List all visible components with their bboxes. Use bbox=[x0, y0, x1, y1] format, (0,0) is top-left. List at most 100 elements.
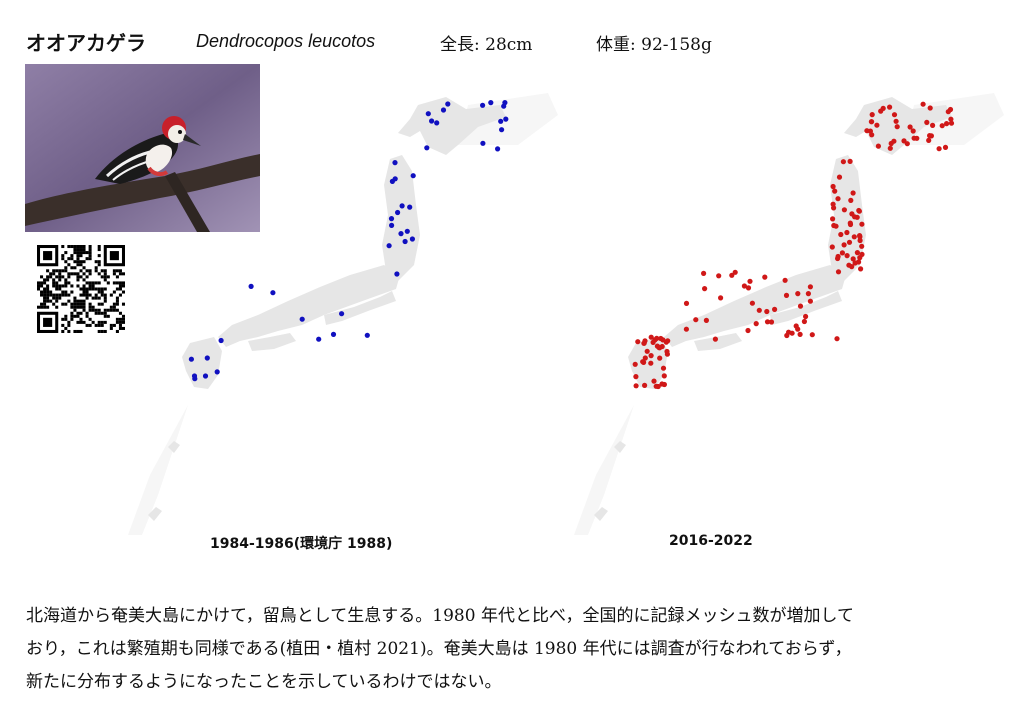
record-dot bbox=[426, 111, 431, 116]
record-dot bbox=[403, 239, 408, 244]
record-dot bbox=[847, 240, 852, 245]
record-dot bbox=[754, 321, 759, 326]
record-dot bbox=[495, 146, 500, 151]
record-dot bbox=[806, 291, 811, 296]
map-caption-1984: 1984-1986(環境庁 1988) bbox=[210, 533, 392, 553]
record-dot bbox=[645, 349, 650, 354]
record-dot bbox=[835, 256, 840, 261]
record-dot bbox=[859, 252, 864, 257]
record-dot bbox=[331, 332, 336, 337]
record-dot bbox=[849, 211, 854, 216]
record-dot bbox=[395, 210, 400, 215]
record-dot bbox=[878, 109, 883, 114]
record-dot bbox=[835, 196, 840, 201]
description-line: 新たに分布するようになったことを示しているわけではない。 bbox=[26, 666, 1006, 699]
record-dot bbox=[874, 123, 879, 128]
record-dot bbox=[651, 379, 656, 384]
record-dot bbox=[856, 259, 861, 264]
record-dot bbox=[852, 234, 857, 239]
record-dot bbox=[398, 231, 403, 236]
record-dot bbox=[405, 229, 410, 234]
record-dot bbox=[838, 232, 843, 237]
record-dot bbox=[930, 123, 935, 128]
record-dot bbox=[665, 338, 670, 343]
record-dot bbox=[701, 271, 706, 276]
record-dot bbox=[830, 244, 835, 249]
record-dot bbox=[836, 269, 841, 274]
record-dot bbox=[851, 256, 856, 261]
record-dot bbox=[832, 189, 837, 194]
record-dot bbox=[857, 234, 862, 239]
record-dot bbox=[641, 341, 646, 346]
record-dot bbox=[808, 284, 813, 289]
record-dot bbox=[746, 285, 751, 290]
record-dot bbox=[940, 123, 945, 128]
qr-code[interactable] bbox=[37, 245, 125, 333]
record-dot bbox=[750, 301, 755, 306]
record-dot bbox=[394, 271, 399, 276]
record-dot bbox=[635, 339, 640, 344]
record-dot bbox=[790, 331, 795, 336]
record-dot bbox=[848, 159, 853, 164]
record-dot bbox=[365, 333, 370, 338]
record-dot bbox=[848, 222, 853, 227]
record-dot bbox=[833, 224, 838, 229]
record-dot bbox=[921, 102, 926, 107]
record-dot bbox=[795, 291, 800, 296]
record-dot bbox=[393, 176, 398, 181]
record-dot bbox=[894, 119, 899, 124]
record-dot bbox=[411, 173, 416, 178]
record-dot bbox=[924, 120, 929, 125]
record-dot bbox=[429, 118, 434, 123]
record-dot bbox=[834, 336, 839, 341]
record-dot bbox=[634, 383, 639, 388]
record-dot bbox=[716, 273, 721, 278]
record-dot bbox=[876, 144, 881, 149]
record-dot bbox=[660, 337, 665, 342]
record-dot bbox=[842, 207, 847, 212]
record-dot bbox=[891, 139, 896, 144]
species-length: 全長: 28cm bbox=[440, 30, 532, 55]
record-dot bbox=[803, 314, 808, 319]
record-dot bbox=[203, 373, 208, 378]
record-dot bbox=[949, 121, 954, 126]
record-dot bbox=[434, 120, 439, 125]
record-dot bbox=[498, 119, 503, 124]
record-dot bbox=[649, 335, 654, 340]
record-dot bbox=[946, 109, 951, 114]
record-dot bbox=[640, 359, 645, 364]
record-dot bbox=[219, 338, 224, 343]
record-dot bbox=[713, 337, 718, 342]
record-dot bbox=[488, 100, 493, 105]
species-scientific-name: Dendrocopos leucotos bbox=[196, 31, 375, 52]
record-dot bbox=[480, 141, 485, 146]
record-dot bbox=[870, 112, 875, 117]
record-dot bbox=[407, 205, 412, 210]
description-line: 北海道から奄美大島にかけて，留鳥として生息する。1980 年代と比べ，全国的に記… bbox=[26, 600, 1006, 633]
record-dot bbox=[895, 124, 900, 129]
record-dot bbox=[205, 355, 210, 360]
record-dot bbox=[869, 119, 874, 124]
record-dot bbox=[400, 203, 405, 208]
record-dot bbox=[831, 202, 836, 207]
record-dot bbox=[864, 128, 869, 133]
record-dot bbox=[649, 353, 654, 358]
record-dot bbox=[855, 250, 860, 255]
record-dot bbox=[270, 290, 275, 295]
record-dot bbox=[656, 345, 661, 350]
record-dot bbox=[189, 357, 194, 362]
record-dot bbox=[837, 175, 842, 180]
record-dot bbox=[908, 124, 913, 129]
record-dot bbox=[702, 286, 707, 291]
record-dot bbox=[192, 373, 197, 378]
record-dot bbox=[441, 107, 446, 112]
record-dot bbox=[757, 308, 762, 313]
record-dot bbox=[887, 105, 892, 110]
record-dot bbox=[704, 318, 709, 323]
record-dot bbox=[502, 100, 507, 105]
record-dot bbox=[387, 243, 392, 248]
record-dot bbox=[389, 223, 394, 228]
record-dot bbox=[831, 184, 836, 189]
record-dot bbox=[914, 136, 919, 141]
species-japanese-name: オオアカゲラ bbox=[26, 27, 146, 56]
